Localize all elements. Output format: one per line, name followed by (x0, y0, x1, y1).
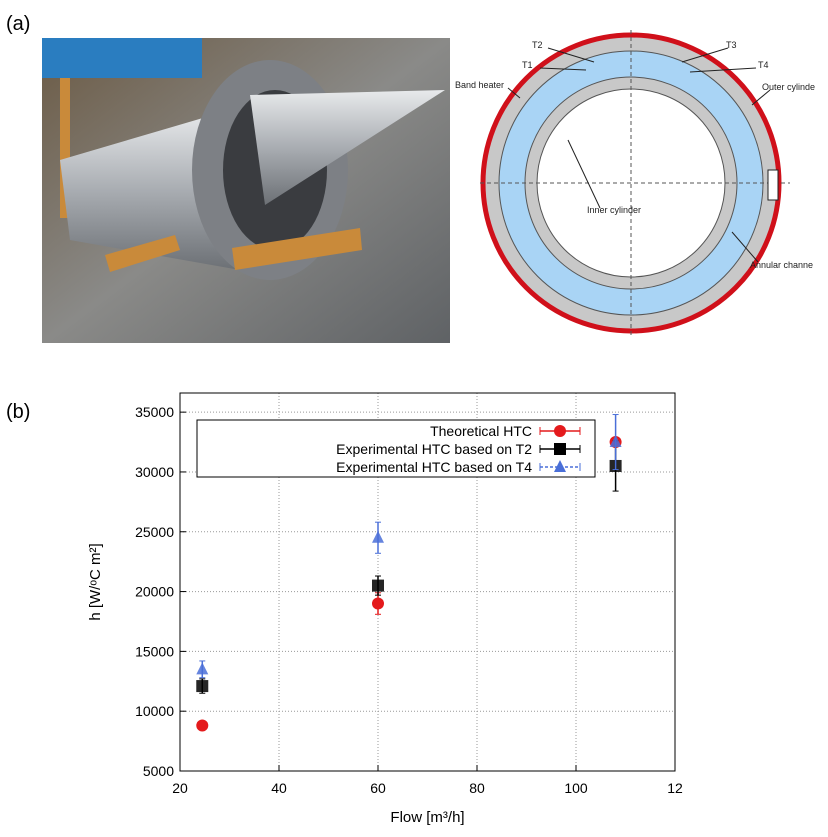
panel-label: (a) (6, 13, 30, 35)
diagram-label: T1 (522, 60, 533, 70)
y-tick-label: 10000 (135, 703, 174, 719)
x-tick-label: 40 (271, 780, 287, 796)
legend-marker (554, 443, 566, 455)
diagram-label: Inner cylinder (587, 205, 641, 215)
y-tick-label: 35000 (135, 404, 174, 420)
panel-label: (b) (6, 401, 30, 423)
marker (372, 530, 384, 543)
x-axis-label: Flow [m³/h] (390, 809, 464, 826)
legend-label: Theoretical HTC (430, 423, 532, 439)
diagram-label: Outer cylinde (762, 82, 815, 92)
y-axis-label: h [W/ᵒC m²] (87, 543, 104, 620)
plot-frame (179, 392, 676, 772)
y-tick-label: 15000 (135, 643, 174, 659)
marker (372, 597, 384, 610)
legend-box (196, 419, 596, 478)
diagram (480, 30, 790, 336)
marker (196, 719, 209, 732)
legend-marker (554, 425, 566, 437)
diagram-label: Band heater (455, 80, 504, 90)
x-tick-label: 60 (370, 780, 386, 796)
diagram-label: Annular channe (750, 260, 813, 270)
marker (196, 680, 209, 693)
y-tick-label: 5000 (143, 763, 174, 779)
diagram-label: T4 (758, 60, 769, 70)
legend-label: Experimental HTC based on T4 (336, 459, 532, 475)
marker (372, 579, 384, 592)
x-tick-label: 80 (469, 780, 485, 796)
legend-marker (554, 460, 566, 472)
photo (42, 38, 450, 343)
diagram-label: T3 (726, 40, 737, 50)
marker (196, 662, 209, 675)
y-tick-label: 25000 (135, 524, 174, 540)
marker (609, 435, 622, 448)
diagram-label: T2 (532, 40, 543, 50)
x-tick-label: 100 (564, 780, 588, 796)
legend-label: Experimental HTC based on T2 (336, 441, 532, 457)
y-tick-label: 20000 (135, 584, 174, 600)
x-tick-label: 12 (667, 780, 683, 796)
y-tick-label: 30000 (135, 464, 174, 480)
x-tick-label: 20 (172, 780, 188, 796)
